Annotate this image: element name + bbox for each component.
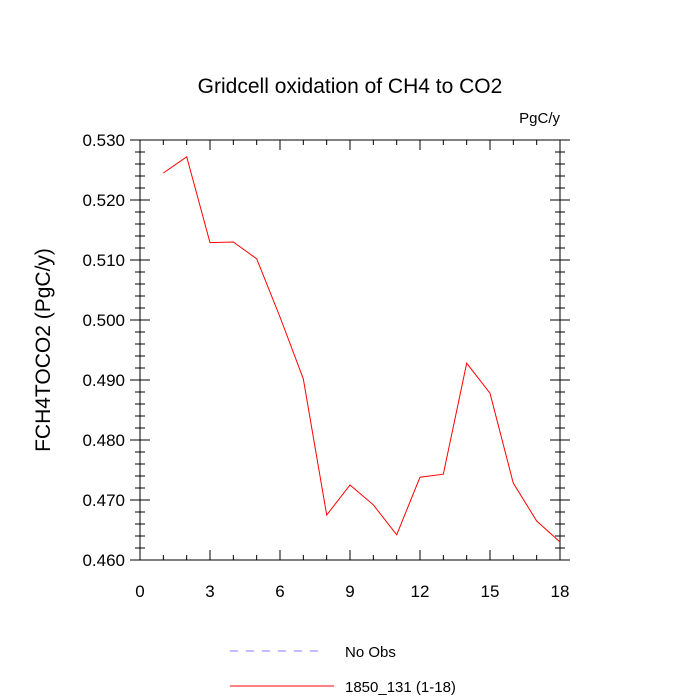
y-axis-label: FCH4TOCO2 (PgC/y) xyxy=(32,248,55,452)
x-tick-label: 18 xyxy=(551,582,570,601)
y-tick-label: 0.480 xyxy=(82,431,125,450)
x-tick-label: 0 xyxy=(135,582,144,601)
series-line-1 xyxy=(163,155,561,543)
y-tick-label: 0.460 xyxy=(82,551,125,570)
legend-label: No Obs xyxy=(345,644,396,661)
x-tick-label: 9 xyxy=(345,582,354,601)
legend-label: 1850_131 (1-18) xyxy=(345,679,456,696)
y-tick-label: 0.490 xyxy=(82,371,125,390)
units-label: PgC/y xyxy=(519,110,560,127)
y-tick-label: 0.510 xyxy=(82,251,125,270)
x-tick-label: 12 xyxy=(411,582,430,601)
plot-frame xyxy=(139,139,561,561)
x-tick-label: 6 xyxy=(275,582,284,601)
y-tick-label: 0.470 xyxy=(82,491,125,510)
y-tick-label: 0.500 xyxy=(82,311,125,330)
chart-title: Gridcell oxidation of CH4 to CO2 xyxy=(198,75,503,98)
series-lines xyxy=(163,155,561,543)
legend: No Obs 1850_131 (1-18) xyxy=(230,644,456,696)
axis-tick-labels: 0 3 6 9 12 15 18 0.460 0.470 0.480 0.490 0.500 0.510… xyxy=(82,131,569,601)
y-tick-label: 0.520 xyxy=(82,191,125,210)
x-tick-label: 3 xyxy=(205,582,214,601)
axis-ticks xyxy=(130,139,570,561)
x-tick-label: 15 xyxy=(481,582,500,601)
y-tick-label: 0.530 xyxy=(82,131,125,150)
